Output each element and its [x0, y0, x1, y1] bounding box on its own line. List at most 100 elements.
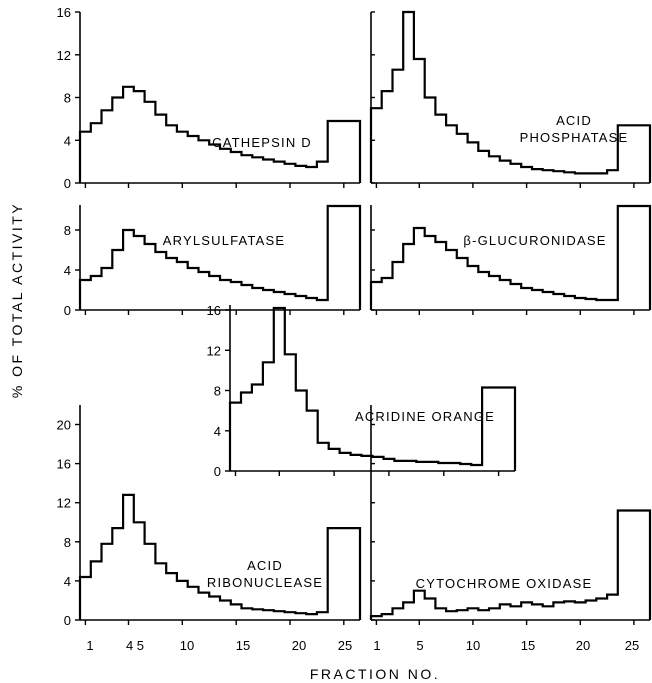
bar-arylsulfatase-fraction-15 [231, 282, 242, 310]
y-axis-title: % OF TOTAL ACTIVITY [9, 202, 25, 398]
bar-cathepsin-d-fraction-26 [349, 121, 360, 183]
bar-arylsulfatase-fraction-24 [328, 206, 339, 310]
bar-acid-phosphatase-fraction-10 [468, 142, 479, 183]
bar-cytochrome-oxidase-fraction-23 [607, 595, 618, 620]
bar-acid-phosphatase-fraction-4 [403, 12, 414, 183]
bar-acid-phosphatase-fraction-6 [425, 98, 436, 184]
bar-beta-glucuronidase-fraction-6 [425, 236, 436, 310]
bar-acid-ribonuclease-fraction-24 [328, 528, 339, 620]
bar-cathepsin-d-fraction-10 [177, 132, 188, 183]
bar-cytochrome-oxidase-fraction-8 [446, 611, 457, 620]
bar-acid-ribonuclease-fraction-21 [295, 613, 306, 620]
y-tick-label-4: 4 [64, 263, 71, 278]
y-tick-label-12: 12 [57, 496, 71, 511]
bar-acid-phosphatase-fraction-3 [393, 70, 404, 183]
bar-acridine-orange-fraction-11 [340, 453, 351, 471]
bar-acid-phosphatase-fraction-16 [532, 169, 543, 183]
bar-cathepsin-d-fraction-23 [317, 162, 328, 183]
bar-beta-glucuronidase-fraction-25 [629, 206, 640, 310]
bar-cytochrome-oxidase-fraction-9 [457, 610, 468, 620]
panel-label-cytochrome-oxidase: CYTOCHROME OXIDASE [416, 576, 593, 591]
bar-beta-glucuronidase-fraction-8 [446, 250, 457, 310]
bar-acid-ribonuclease-fraction-5 [123, 495, 134, 620]
bar-acid-ribonuclease-fraction-13 [209, 597, 220, 621]
x-tick-label-1: 1 [86, 638, 93, 653]
bar-cytochrome-oxidase-fraction-19 [564, 601, 575, 620]
bar-acridine-orange-fraction-24 [482, 388, 493, 472]
bar-cytochrome-oxidase-fraction-18 [553, 602, 564, 620]
y-tick-label-8: 8 [64, 535, 71, 550]
panel-acid-phosphatase: ACID PHOSPHATASE [369, 10, 652, 188]
x-tick-label-10: 10 [180, 638, 194, 653]
y-tick-label-16: 16 [207, 303, 221, 318]
bar-cytochrome-oxidase-fraction-22 [596, 599, 607, 621]
x-tick-label-15-right: 15 [521, 638, 535, 653]
y-tick-label-4: 4 [64, 133, 71, 148]
bar-cytochrome-oxidase-fraction-25 [629, 511, 640, 621]
y-tick-label-0: 0 [64, 303, 71, 318]
y-tick-label-16: 16 [57, 5, 71, 20]
bar-cytochrome-oxidase-fraction-2 [382, 614, 393, 620]
y-tick-label-4: 4 [64, 574, 71, 589]
bar-cytochrome-oxidase-fraction-24 [618, 511, 629, 621]
bar-acridine-orange-fraction-22 [460, 464, 471, 471]
bar-acridine-orange-fraction-10 [329, 449, 340, 471]
panel-label-cathepsin-d: CATHEPSIN D [212, 135, 312, 150]
y-tick-label-8: 8 [214, 384, 221, 399]
histogram-cathepsin-d [78, 85, 362, 183]
bar-arylsulfatase-fraction-26 [349, 206, 360, 310]
bar-acid-ribonuclease-fraction-10 [177, 581, 188, 620]
panel-acridine-orange: 0 4 8 12 16 ACRIDINE ORANGE [207, 303, 517, 479]
bar-acid-ribonuclease-fraction-20 [285, 612, 296, 620]
bar-cathepsin-d-fraction-24 [328, 121, 339, 183]
x-tick-label-20-right: 20 [576, 638, 590, 653]
bar-acid-ribonuclease-fraction-9 [166, 573, 177, 620]
panel-label-acid-phosphatase: PHOSPHATASE [520, 130, 629, 145]
bar-acid-phosphatase-fraction-13 [500, 161, 511, 183]
bar-beta-glucuronidase-fraction-17 [543, 292, 554, 310]
bar-acid-ribonuclease-fraction-19 [274, 611, 285, 620]
bar-acid-ribonuclease-fraction-14 [220, 601, 231, 621]
y-tick-label-0: 0 [64, 613, 71, 628]
panel-label-acridine-orange: ACRIDINE ORANGE [355, 409, 495, 424]
bar-acid-ribonuclease-fraction-26 [349, 528, 360, 620]
bar-acid-phosphatase-fraction-17 [543, 170, 554, 183]
panel-label-acid-phosphatase: ACID [556, 113, 592, 128]
bar-acid-ribonuclease-fraction-16 [242, 608, 253, 620]
y-tick-label-20: 20 [57, 418, 71, 433]
bar-beta-glucuronidase-fraction-21 [586, 299, 597, 310]
x-tick-label-1-right: 1 [373, 638, 380, 653]
bar-cathepsin-d-fraction-4 [112, 98, 123, 184]
bar-cytochrome-oxidase-fraction-3 [393, 608, 404, 620]
bar-cytochrome-oxidase-fraction-14 [511, 606, 522, 620]
bar-arylsulfatase-fraction-11 [188, 268, 199, 310]
bar-acid-ribonuclease-fraction-17 [252, 609, 263, 620]
panel-label-acid-ribonuclease: RIBONUCLEASE [207, 575, 323, 590]
bar-arylsulfatase-fraction-8 [155, 252, 166, 310]
bar-acid-ribonuclease-fraction-7 [145, 544, 156, 620]
bar-cathepsin-d-fraction-3 [102, 110, 113, 183]
bar-beta-glucuronidase-fraction-12 [489, 276, 500, 310]
bar-acridine-orange-fraction-21 [449, 463, 460, 471]
bar-acid-phosphatase-fraction-5 [414, 59, 425, 183]
bar-acid-phosphatase-fraction-8 [446, 125, 457, 183]
bar-acid-phosphatase-fraction-22 [596, 173, 607, 183]
bar-beta-glucuronidase-fraction-23 [607, 300, 618, 310]
bar-beta-glucuronidase-fraction-20 [575, 298, 586, 310]
bar-acid-ribonuclease-fraction-18 [263, 610, 274, 620]
bar-beta-glucuronidase-fraction-18 [553, 294, 564, 310]
bar-acid-ribonuclease-fraction-23 [317, 612, 328, 620]
bar-arylsulfatase-fraction-16 [242, 285, 253, 310]
bar-cathepsin-d-fraction-21 [295, 166, 306, 183]
bar-acid-phosphatase-fraction-11 [478, 151, 489, 183]
bar-cytochrome-oxidase-fraction-11 [478, 610, 489, 620]
bar-beta-glucuronidase-fraction-10 [468, 266, 479, 310]
bar-cathepsin-d-fraction-15 [231, 152, 242, 183]
bar-acid-ribonuclease-fraction-15 [231, 604, 242, 620]
bar-acridine-orange-fraction-16 [394, 461, 405, 471]
bar-cathepsin-d-fraction-17 [252, 157, 263, 183]
panel-label-arylsulfatase: ARYLSULFATASE [163, 233, 286, 248]
bar-cathepsin-d-fraction-11 [188, 136, 199, 183]
bar-arylsulfatase-fraction-14 [220, 280, 231, 310]
bar-beta-glucuronidase-fraction-16 [532, 290, 543, 310]
